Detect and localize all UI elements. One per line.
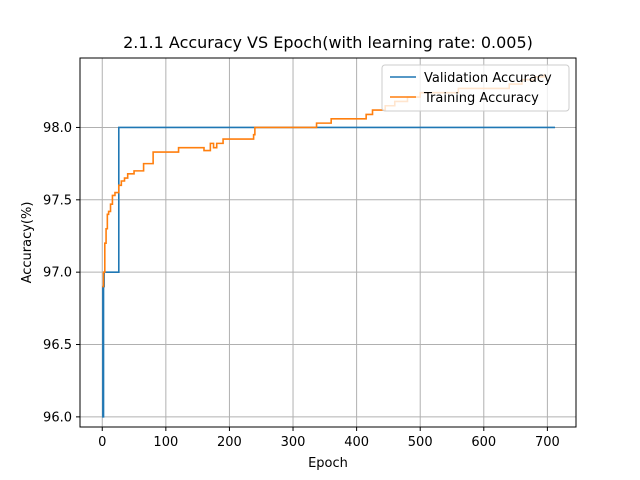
x-axis-label: Epoch xyxy=(308,456,348,471)
legend-label: Validation Accuracy xyxy=(424,71,552,86)
x-tick-label: 400 xyxy=(344,435,369,450)
x-tick-label: 100 xyxy=(153,435,178,450)
x-tick-label: 500 xyxy=(408,435,433,450)
series-layer xyxy=(102,73,556,418)
y-tick-label: 97.0 xyxy=(43,266,72,281)
y-ticks: 96.0 96.5 97.0 97.5 98.0 xyxy=(43,121,80,425)
x-tick-label: 0 xyxy=(98,435,106,450)
x-tick-label: 300 xyxy=(281,435,306,450)
y-tick-label: 98.0 xyxy=(43,121,72,136)
axes-frame xyxy=(79,57,577,428)
y-axis-label: Accuracy(%) xyxy=(20,202,35,284)
x-ticks: 0 100 200 300 400 500 600 700 xyxy=(98,427,560,450)
y-tick-label: 96.5 xyxy=(43,338,72,353)
legend-box xyxy=(381,64,570,112)
x-tick-label: 200 xyxy=(217,435,242,450)
grid-layer xyxy=(80,58,576,427)
legend-label: Training Accuracy xyxy=(423,91,539,106)
x-tick-label: 700 xyxy=(535,435,560,450)
chart-title: 2.1.1 Accuracy VS Epoch(with learning ra… xyxy=(123,33,533,52)
x-tick-label: 600 xyxy=(471,435,496,450)
y-tick-label: 96.0 xyxy=(43,410,72,425)
legend: Validation Accuracy Training Accuracy xyxy=(381,64,570,112)
y-tick-label: 97.5 xyxy=(43,193,72,208)
